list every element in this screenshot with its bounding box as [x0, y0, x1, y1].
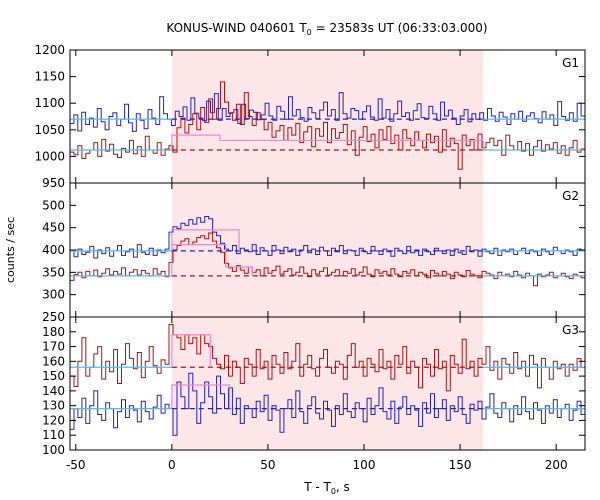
fit-blue-pulse: [171, 229, 240, 251]
series-blue: [70, 372, 585, 436]
fit-red-pulse: [171, 134, 484, 151]
panel-g1: 950 1000 1050 1100 1150 1200 G1: [34, 43, 586, 190]
y-tick-label: 1150: [34, 70, 65, 84]
y-tick-label: 400: [42, 243, 65, 257]
y-tick-label: 250: [42, 310, 65, 324]
y-tick-label: 1000: [34, 149, 65, 163]
y-tick-label: 300: [42, 288, 65, 302]
y-tick-label: 350: [42, 265, 65, 279]
y-axis-label: counts / sec: [4, 217, 17, 283]
chart-title-sub: 0: [307, 28, 312, 37]
x-tick-label: 0: [168, 458, 176, 472]
chart-title: KONUS-WIND 040601 T0 = 23583s UT (06:33:…: [166, 21, 487, 37]
y-tick-label: 140: [42, 384, 65, 398]
y-tick-label: 1200: [34, 43, 65, 57]
panel-frame: [69, 316, 586, 451]
x-tick-label: 100: [353, 458, 376, 472]
y-tick-label: 120: [42, 413, 65, 427]
panel-label: G1: [562, 56, 579, 70]
y-tick-label: 450: [42, 221, 65, 235]
y-tick-label: 160: [42, 354, 65, 368]
x-axis-label-prefix: T - T: [303, 480, 331, 494]
y-tick-label: 950: [42, 176, 65, 190]
x-tick-label: 200: [545, 458, 568, 472]
y-tick-label: 1100: [34, 96, 65, 110]
y-tick-label: 170: [42, 340, 65, 354]
shaded-interval: [171, 183, 484, 317]
x-axis-label-suffix: , s: [336, 480, 350, 494]
x-axis-label-sub: 0: [331, 487, 336, 496]
y-tick-label: 100: [42, 443, 65, 457]
series-red: [70, 81, 585, 170]
y-tick-label: 180: [42, 325, 65, 339]
y-tick-label: 1050: [34, 123, 65, 137]
panels: 95010001050110011501200G1250300350400450…: [34, 43, 586, 472]
series-blue: [70, 92, 585, 132]
panel-label: G2: [562, 189, 579, 203]
panel-label: G3: [562, 323, 579, 337]
x-tick-label: -50: [66, 458, 86, 472]
fit-blue-pulse: [171, 384, 231, 409]
panel-g2: 250 300 350 400 450 500 G2: [42, 182, 586, 324]
x-tick-label: 50: [260, 458, 275, 472]
y-tick-label: 130: [42, 399, 65, 413]
y-tick-label: 110: [42, 428, 65, 442]
series-red: [70, 232, 585, 287]
y-tick-label: 150: [42, 369, 65, 383]
y-tick-label: 500: [42, 198, 65, 212]
chart-title-prefix: KONUS-WIND 040601 T: [166, 21, 307, 35]
chart-title-suffix: = 23583s UT (06:33:03.000): [312, 21, 488, 35]
fit-red-pulse: [171, 334, 211, 368]
x-axis-label: T - T0, s: [303, 480, 350, 496]
x-tick-label: 150: [449, 458, 472, 472]
shaded-interval: [171, 317, 484, 450]
series-blue: [70, 216, 585, 259]
